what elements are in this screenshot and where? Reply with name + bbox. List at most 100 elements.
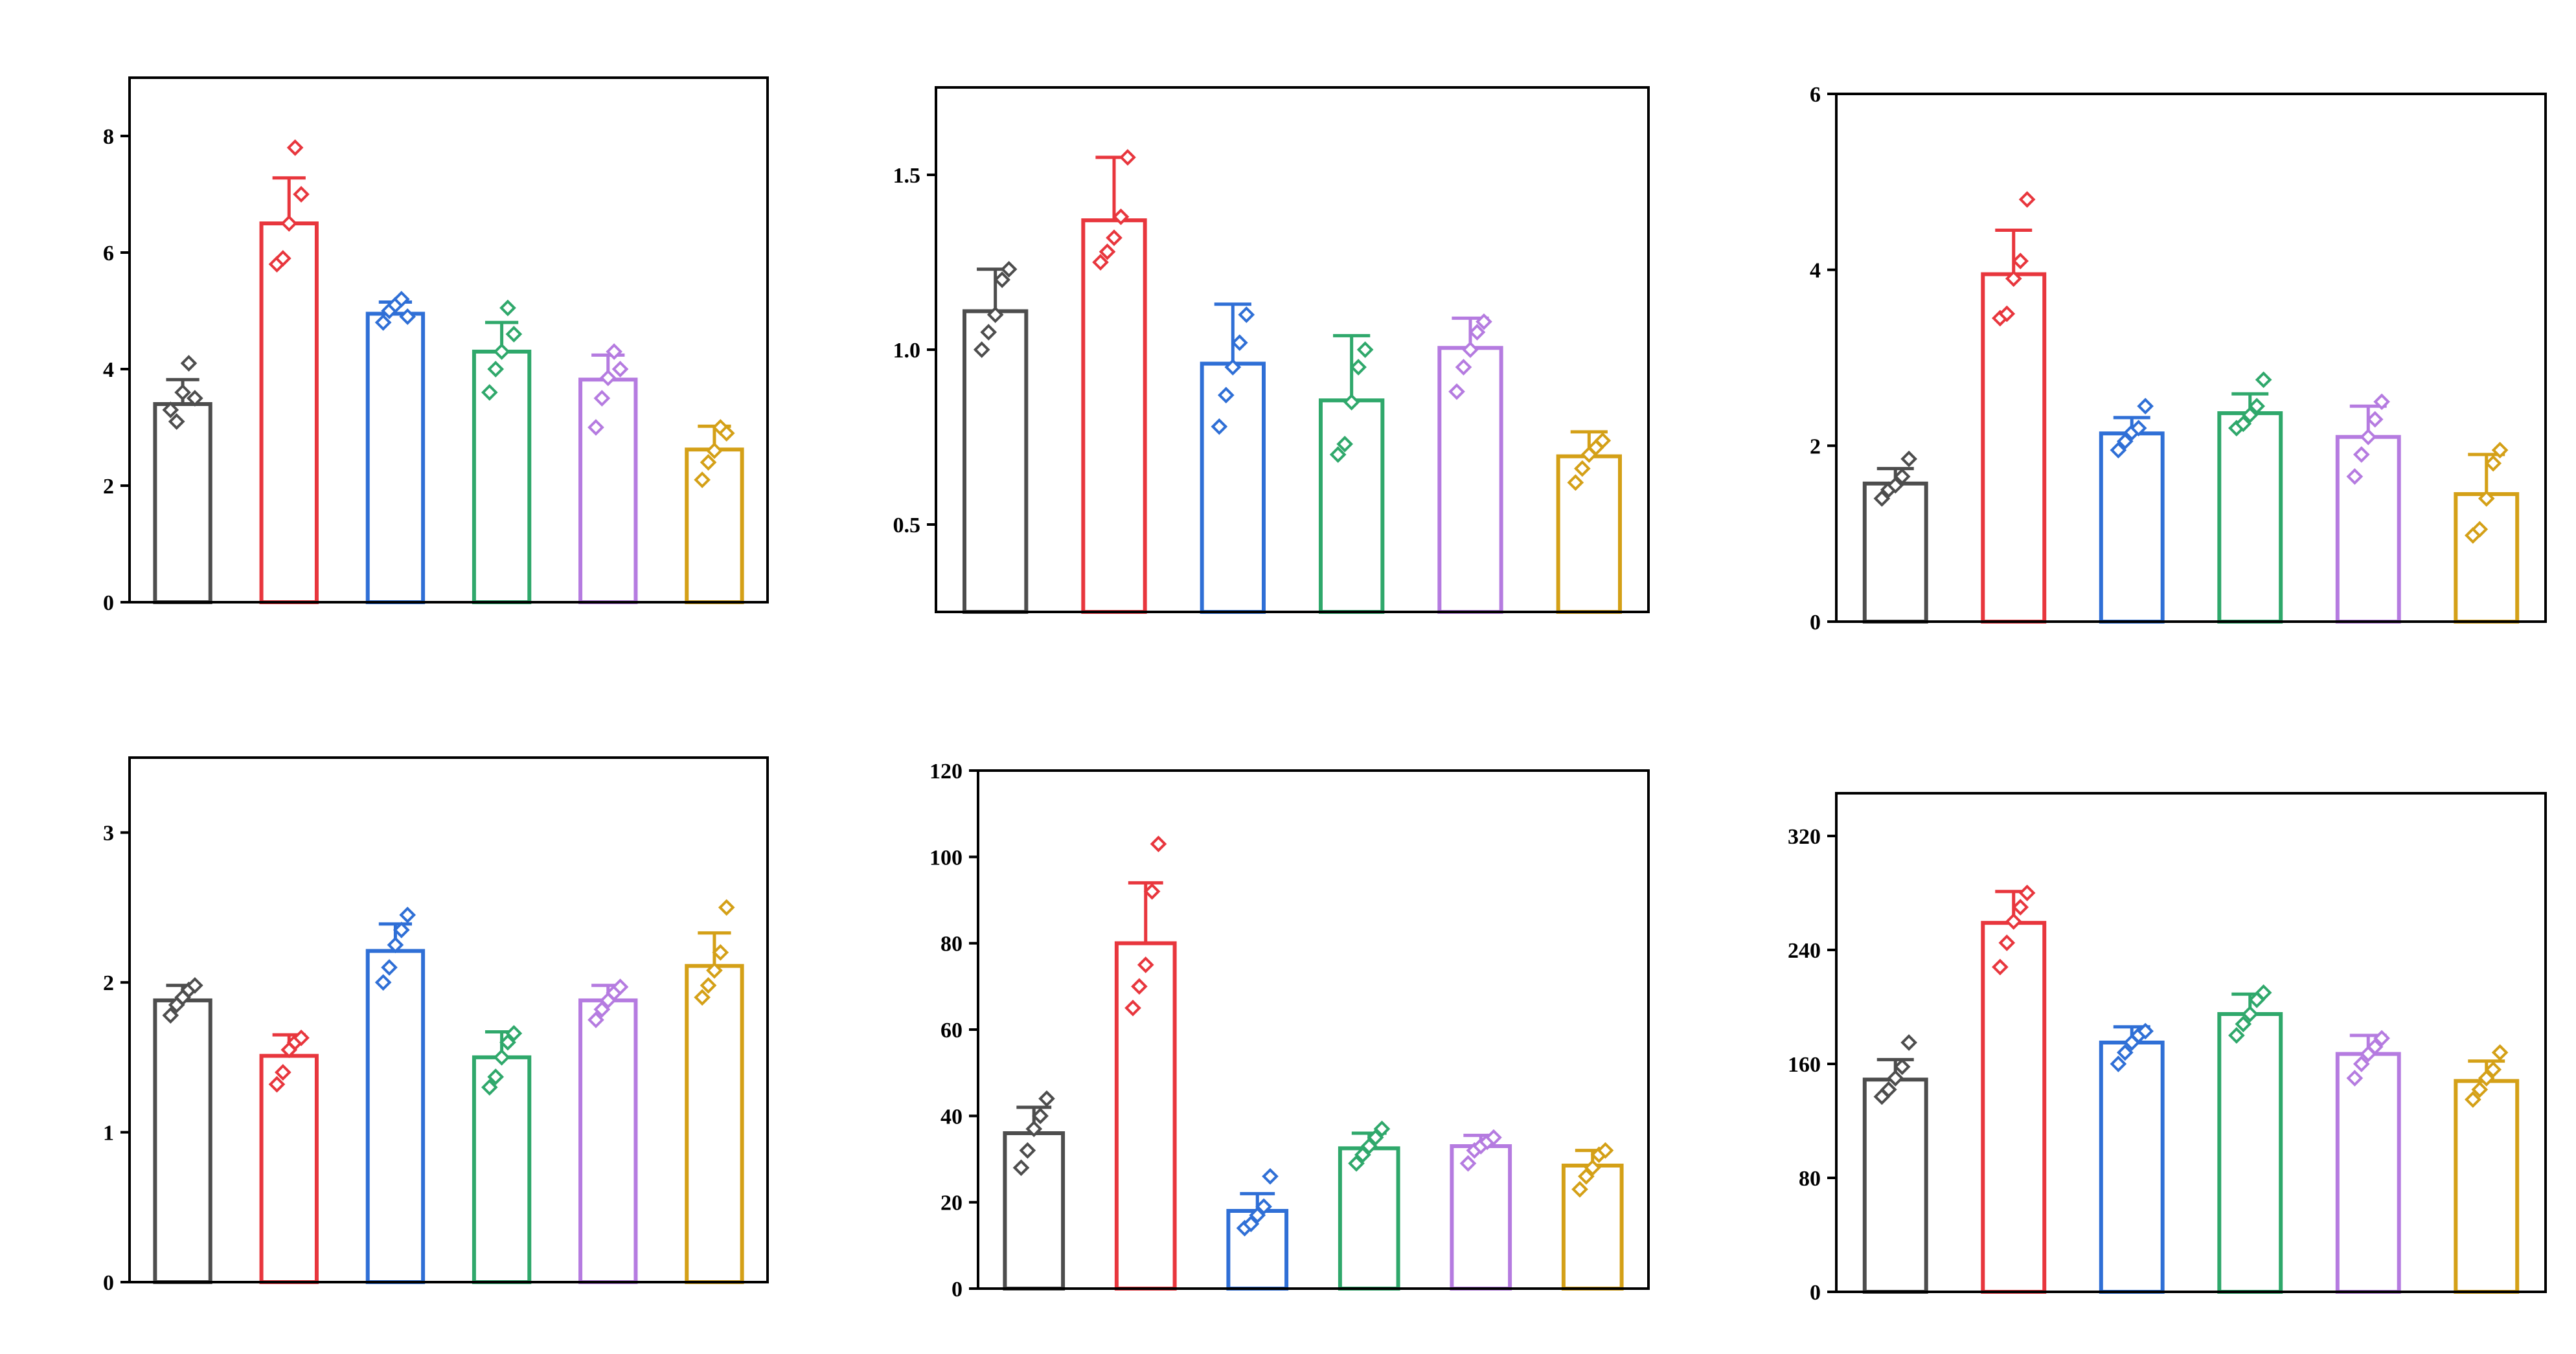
data-point-hd	[718, 899, 735, 916]
data-point-hd	[1574, 460, 1591, 477]
data-point-hd	[2471, 1081, 2489, 1098]
bar-nc	[1862, 1078, 1928, 1294]
data-point-md	[1462, 341, 1479, 358]
data-point-ld	[2255, 984, 2272, 1001]
data-point-mc	[280, 215, 298, 232]
data-point-md	[593, 390, 611, 407]
data-point-pc	[374, 314, 392, 331]
data-point-ld	[499, 1033, 516, 1051]
chart-panel-d: 0 1 2 3	[103, 756, 769, 1295]
data-point-hd	[2478, 1070, 2495, 1087]
data-point-mc	[1112, 208, 1130, 225]
bar-md	[2335, 434, 2401, 624]
bar-mc	[1981, 921, 2047, 1294]
data-point-mc	[1998, 934, 2016, 951]
data-point-ld	[2241, 406, 2259, 423]
data-point-pc	[1262, 1168, 1279, 1185]
y-tick-label: 1.0	[893, 339, 921, 363]
data-point-ld	[493, 1049, 510, 1066]
y-tick-label: 6	[103, 242, 114, 265]
data-point-mc	[1998, 305, 2016, 322]
data-point-pc	[2110, 442, 2127, 458]
data-point-hd	[2465, 1091, 2481, 1108]
data-point-hd	[1567, 474, 1584, 491]
data-point-hd	[2471, 521, 2489, 538]
bar-pc	[365, 311, 426, 604]
data-point-mc	[1150, 835, 1167, 853]
data-point-pc	[1238, 306, 1255, 323]
data-point-md	[1448, 383, 1465, 400]
data-point-pc	[1255, 1198, 1272, 1215]
data-point-mc	[2005, 270, 2022, 288]
data-point-pc	[2137, 398, 2154, 415]
data-point-pc	[399, 907, 416, 923]
data-point-mc	[275, 250, 291, 267]
y-tick-label: 160	[1788, 1053, 1821, 1077]
data-point-ld	[1350, 359, 1367, 376]
data-point-ld	[487, 1068, 505, 1085]
chart-panel-c: 0 2 4 6	[1810, 83, 2547, 635]
data-point-md	[2353, 1055, 2370, 1072]
data-point-md	[2360, 428, 2377, 446]
data-point-pc	[393, 291, 410, 308]
data-point-nc	[994, 271, 1010, 288]
y-tick-label: 120	[929, 760, 963, 784]
data-point-ld	[1373, 1120, 1391, 1138]
data-point-md	[1485, 1129, 1502, 1146]
data-point-nc	[1900, 1034, 1917, 1051]
data-point-mc	[2018, 191, 2036, 208]
bar-pc	[2099, 431, 2165, 624]
data-point-hd	[718, 425, 735, 442]
data-point-nc	[180, 355, 198, 372]
data-point-hd	[1594, 432, 1612, 449]
data-point-ld	[1356, 341, 1374, 358]
data-point-pc	[387, 936, 404, 954]
data-point-nc	[1032, 1107, 1049, 1125]
data-point-nc	[1019, 1142, 1036, 1159]
y-tick-label: 0	[103, 591, 114, 615]
data-point-hd	[1597, 1142, 1614, 1159]
data-point-nc	[1873, 490, 1891, 507]
y-tick-label: 240	[1788, 939, 1821, 963]
data-point-hd	[694, 471, 711, 488]
data-point-pc	[1211, 418, 1228, 435]
data-point-md	[2366, 1038, 2384, 1055]
bar-pc	[1200, 361, 1266, 614]
data-point-nc	[1887, 1070, 1904, 1087]
data-point-md	[2346, 1070, 2364, 1087]
data-point-md	[2353, 446, 2370, 463]
data-point-nc	[980, 324, 997, 341]
plot-frame	[1835, 792, 2547, 1293]
y-tick-label: 0	[952, 1278, 963, 1302]
data-point-nc	[1887, 477, 1904, 494]
bar-md	[578, 378, 638, 604]
y-tick-label: 0	[1810, 1281, 1821, 1305]
bar-ld	[472, 350, 532, 604]
data-point-hd	[2485, 455, 2502, 472]
data-point-mc	[293, 186, 310, 203]
data-point-md	[2373, 1030, 2390, 1047]
data-point-mc	[1131, 978, 1148, 995]
y-tick-label: 0.5	[893, 513, 921, 537]
bar-md	[2335, 1052, 2401, 1294]
plot-frame	[128, 76, 769, 604]
plot-frame	[935, 86, 1650, 613]
data-point-ld	[2228, 1027, 2245, 1044]
data-point-md	[1476, 313, 1492, 330]
data-point-ld	[505, 326, 523, 343]
data-point-mc	[1124, 999, 1141, 1017]
data-point-pc	[1242, 1215, 1260, 1232]
data-point-ld	[2255, 371, 2272, 389]
bar-hd	[685, 964, 744, 1284]
data-point-ld	[1354, 1146, 1371, 1164]
data-point-ld	[499, 299, 516, 317]
y-tick-label: 3	[103, 822, 114, 846]
data-point-md	[2346, 468, 2364, 485]
y-tick-label: 100	[929, 846, 963, 870]
data-point-nc	[162, 1007, 179, 1024]
data-point-ld	[1329, 446, 1347, 463]
data-point-md	[611, 361, 629, 378]
y-tick-label: 0	[103, 1271, 114, 1295]
data-point-mc	[1137, 956, 1154, 973]
data-point-pc	[393, 921, 410, 938]
